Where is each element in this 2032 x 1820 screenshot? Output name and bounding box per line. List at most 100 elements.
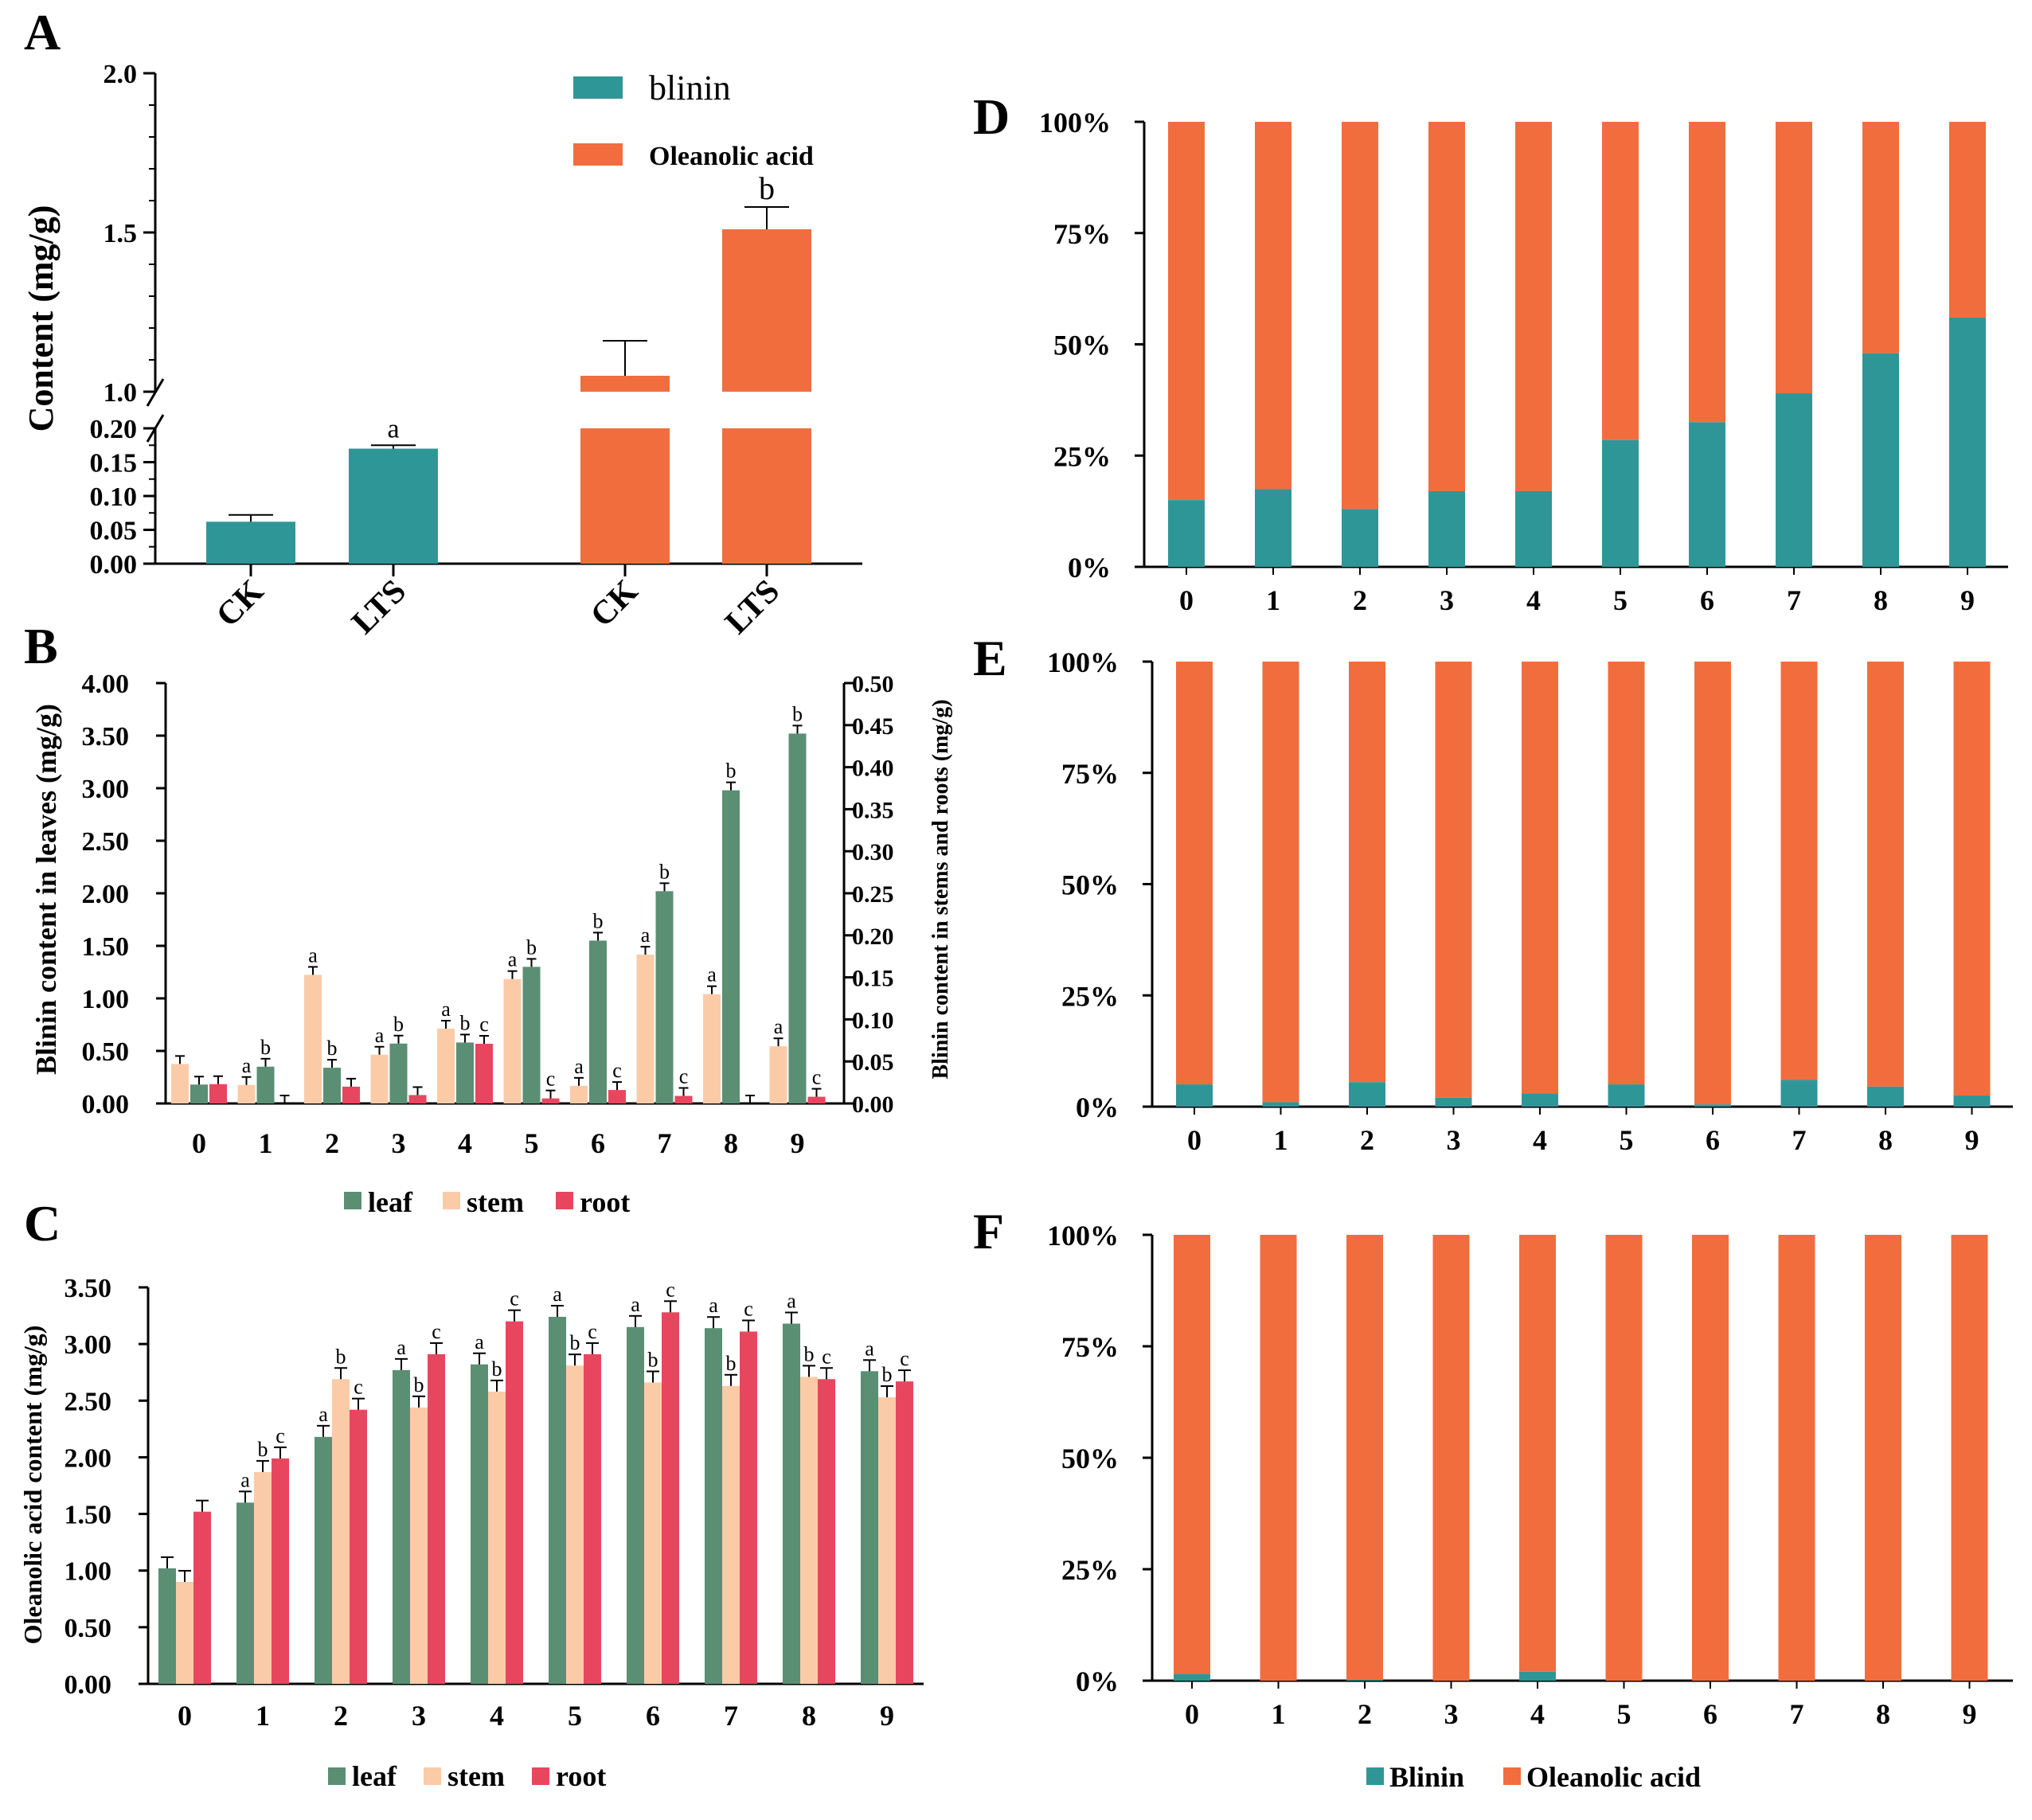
x-category-label: 2 [1360,1124,1374,1156]
bar-stem [636,955,655,1103]
bar-oleanolic-acid [580,376,670,392]
y-tick-label: 25% [1053,440,1111,472]
x-category-label: 0 [1185,1698,1199,1730]
significance-letter: a [387,414,399,443]
bar-stem [503,978,522,1103]
significance-letter: b [570,1331,580,1354]
significance-letter: a [707,963,717,986]
x-category-label: 7 [1787,584,1801,616]
bar-oleanolic-acid [1780,662,1818,1080]
bar-stem [410,1407,428,1684]
panel-b-ylabel-left: Blinin content in leaves (mg/g) [30,704,62,1075]
x-category-label: 2 [325,1127,339,1159]
y-tick-label: 1.5 [104,219,138,248]
bar-root [818,1379,835,1684]
y-tick-label: 0.00 [64,1670,112,1700]
significance-letter: a [787,1290,796,1313]
legend-label-root: root [556,1760,606,1792]
y-tick-label-right: 0.05 [852,1049,894,1076]
x-category-label: 0 [192,1127,206,1159]
x-category-label: 1 [259,1127,273,1159]
bar-stem [722,1385,740,1684]
y-tick-label: 3.00 [64,1330,112,1360]
y-tick-label: 2.00 [64,1443,112,1473]
bar-stem [370,1054,389,1103]
significance-letter: a [240,1468,250,1491]
bar-blinin [1349,1082,1385,1107]
bar-stem [703,994,721,1103]
bar-blinin [1949,317,1986,567]
y-tick-label-right: 0.25 [852,881,894,908]
bar-stem [800,1377,818,1684]
significance-letter: a [709,1294,718,1317]
bar-leaf [788,733,807,1103]
bar-stem [304,974,322,1103]
significance-letter: c [275,1424,285,1447]
bar-blinin [349,448,438,564]
bar-blinin [1174,1674,1210,1681]
x-category-label: 7 [1790,1698,1804,1730]
x-category-label: 9 [1965,1124,1979,1156]
significance-letter: b [260,1036,271,1059]
bar-leaf [190,1084,208,1103]
y-tick-label-right: 0.35 [852,797,894,823]
y-tick-label: 0% [1068,552,1111,584]
bar-oleanolic-acid [1342,122,1378,510]
legend-label-stem: stem [447,1760,505,1792]
x-category-label: 5 [1617,1698,1631,1730]
bar-root [896,1381,913,1684]
significance-letter: b [726,760,737,783]
significance-letter: b [759,170,775,206]
y-tick-label: 0.10 [90,482,138,512]
significance-letter: b [882,1363,893,1386]
bar-oleanolic-acid [1346,1235,1383,1680]
y-tick-label-right: 0.15 [852,966,894,992]
bar-oleanolic-acid [1168,122,1205,501]
bar-stem [644,1382,662,1684]
bar-oleanolic-acid [1428,122,1465,491]
bar-oleanolic-acid [1953,662,1991,1096]
x-category-label: 9 [791,1127,805,1159]
panel-label-f: F [973,1203,1004,1260]
bar-root [807,1096,826,1103]
y-tick-label: 1.00 [82,985,130,1014]
significance-letter: b [726,1352,737,1375]
bar-blinin [1602,439,1639,567]
x-category-label: 0 [1179,584,1194,616]
legend-swatch-blinin [573,76,623,99]
bar-blinin [206,521,295,564]
y-tick-label-right: 0.20 [852,924,894,950]
significance-letter: a [774,1015,783,1038]
y-tick-label: 75% [1053,218,1111,250]
y-tick-label: 50% [1061,869,1119,901]
x-category-label: 4 [1526,584,1541,616]
bar-blinin [1522,1093,1558,1107]
y-tick-label: 1.00 [64,1557,112,1587]
significance-letter: a [397,1336,406,1359]
bar-oleanolic-acid [1867,662,1904,1087]
x-category-label: 0 [1187,1124,1202,1156]
bar-root [342,1086,360,1103]
x-category-label: 9 [880,1700,894,1732]
x-category-label: 2 [1353,584,1367,616]
bar-root [408,1095,427,1103]
y-tick-label-right: 0.30 [852,839,894,865]
x-category-label: 4 [1530,1698,1545,1730]
x-category-label: 1 [256,1700,270,1732]
bar-leaf [627,1326,644,1684]
bar-blinin [1953,1096,1991,1107]
significance-letter: a [308,943,318,967]
y-tick-label: 75% [1061,758,1119,790]
x-category-label: 6 [1703,1698,1717,1730]
bar-blinin [1694,1104,1731,1107]
y-tick-label: 3.50 [64,1274,112,1303]
x-category-label: 7 [1792,1124,1807,1156]
bar-leaf [256,1066,275,1103]
bar-stem [237,1084,256,1103]
bar-stem [171,1064,189,1103]
bar-root [475,1044,493,1103]
significance-letter: c [812,1066,822,1089]
bar-root [428,1353,445,1684]
x-category-label: 8 [1876,1698,1890,1730]
significance-letter: a [865,1337,874,1360]
